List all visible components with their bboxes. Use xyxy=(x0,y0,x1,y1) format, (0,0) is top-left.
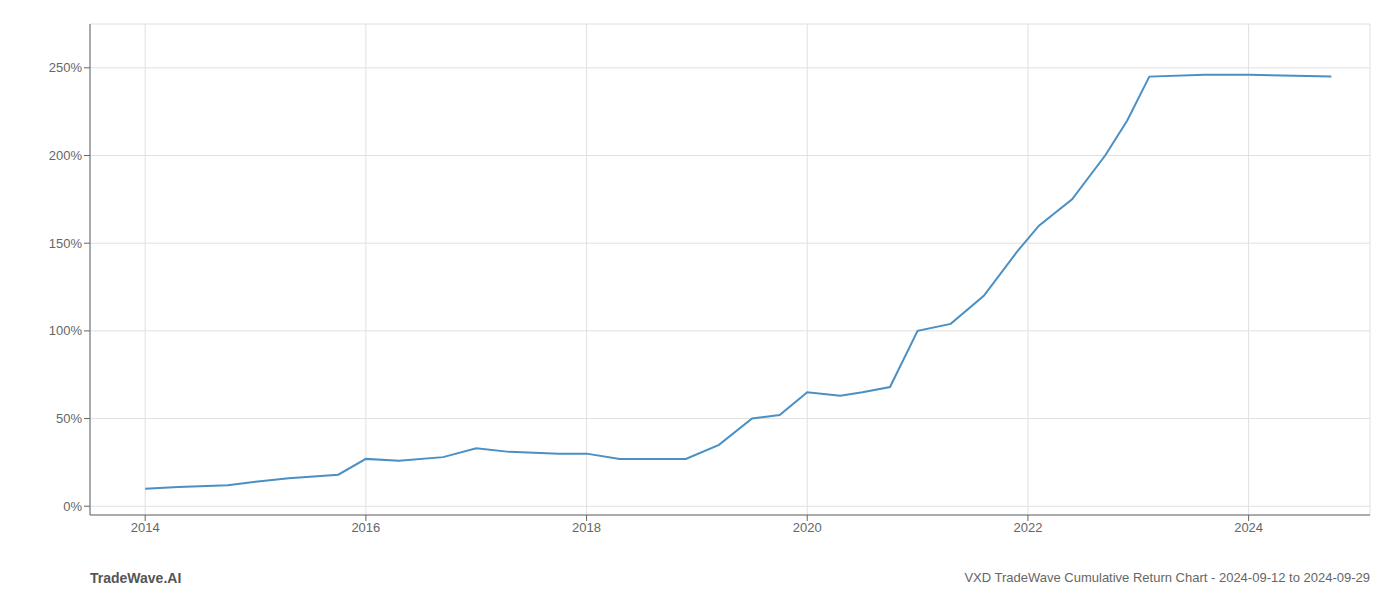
svg-text:2020: 2020 xyxy=(793,520,822,535)
svg-text:2016: 2016 xyxy=(351,520,380,535)
svg-text:0%: 0% xyxy=(63,499,82,514)
svg-text:200%: 200% xyxy=(49,148,83,163)
svg-text:2018: 2018 xyxy=(572,520,601,535)
svg-text:250%: 250% xyxy=(49,60,83,75)
svg-text:50%: 50% xyxy=(56,411,82,426)
svg-text:150%: 150% xyxy=(49,236,83,251)
svg-text:100%: 100% xyxy=(49,323,83,338)
svg-text:2014: 2014 xyxy=(131,520,160,535)
svg-text:2024: 2024 xyxy=(1234,520,1263,535)
html-text:VXD TradeWave Cumulative Retur: VXD TradeWave Cumulative Return Chart - … xyxy=(964,570,1370,585)
html-text:TradeWave.AI: TradeWave.AI xyxy=(90,569,182,586)
svg-text:2022: 2022 xyxy=(1013,520,1042,535)
